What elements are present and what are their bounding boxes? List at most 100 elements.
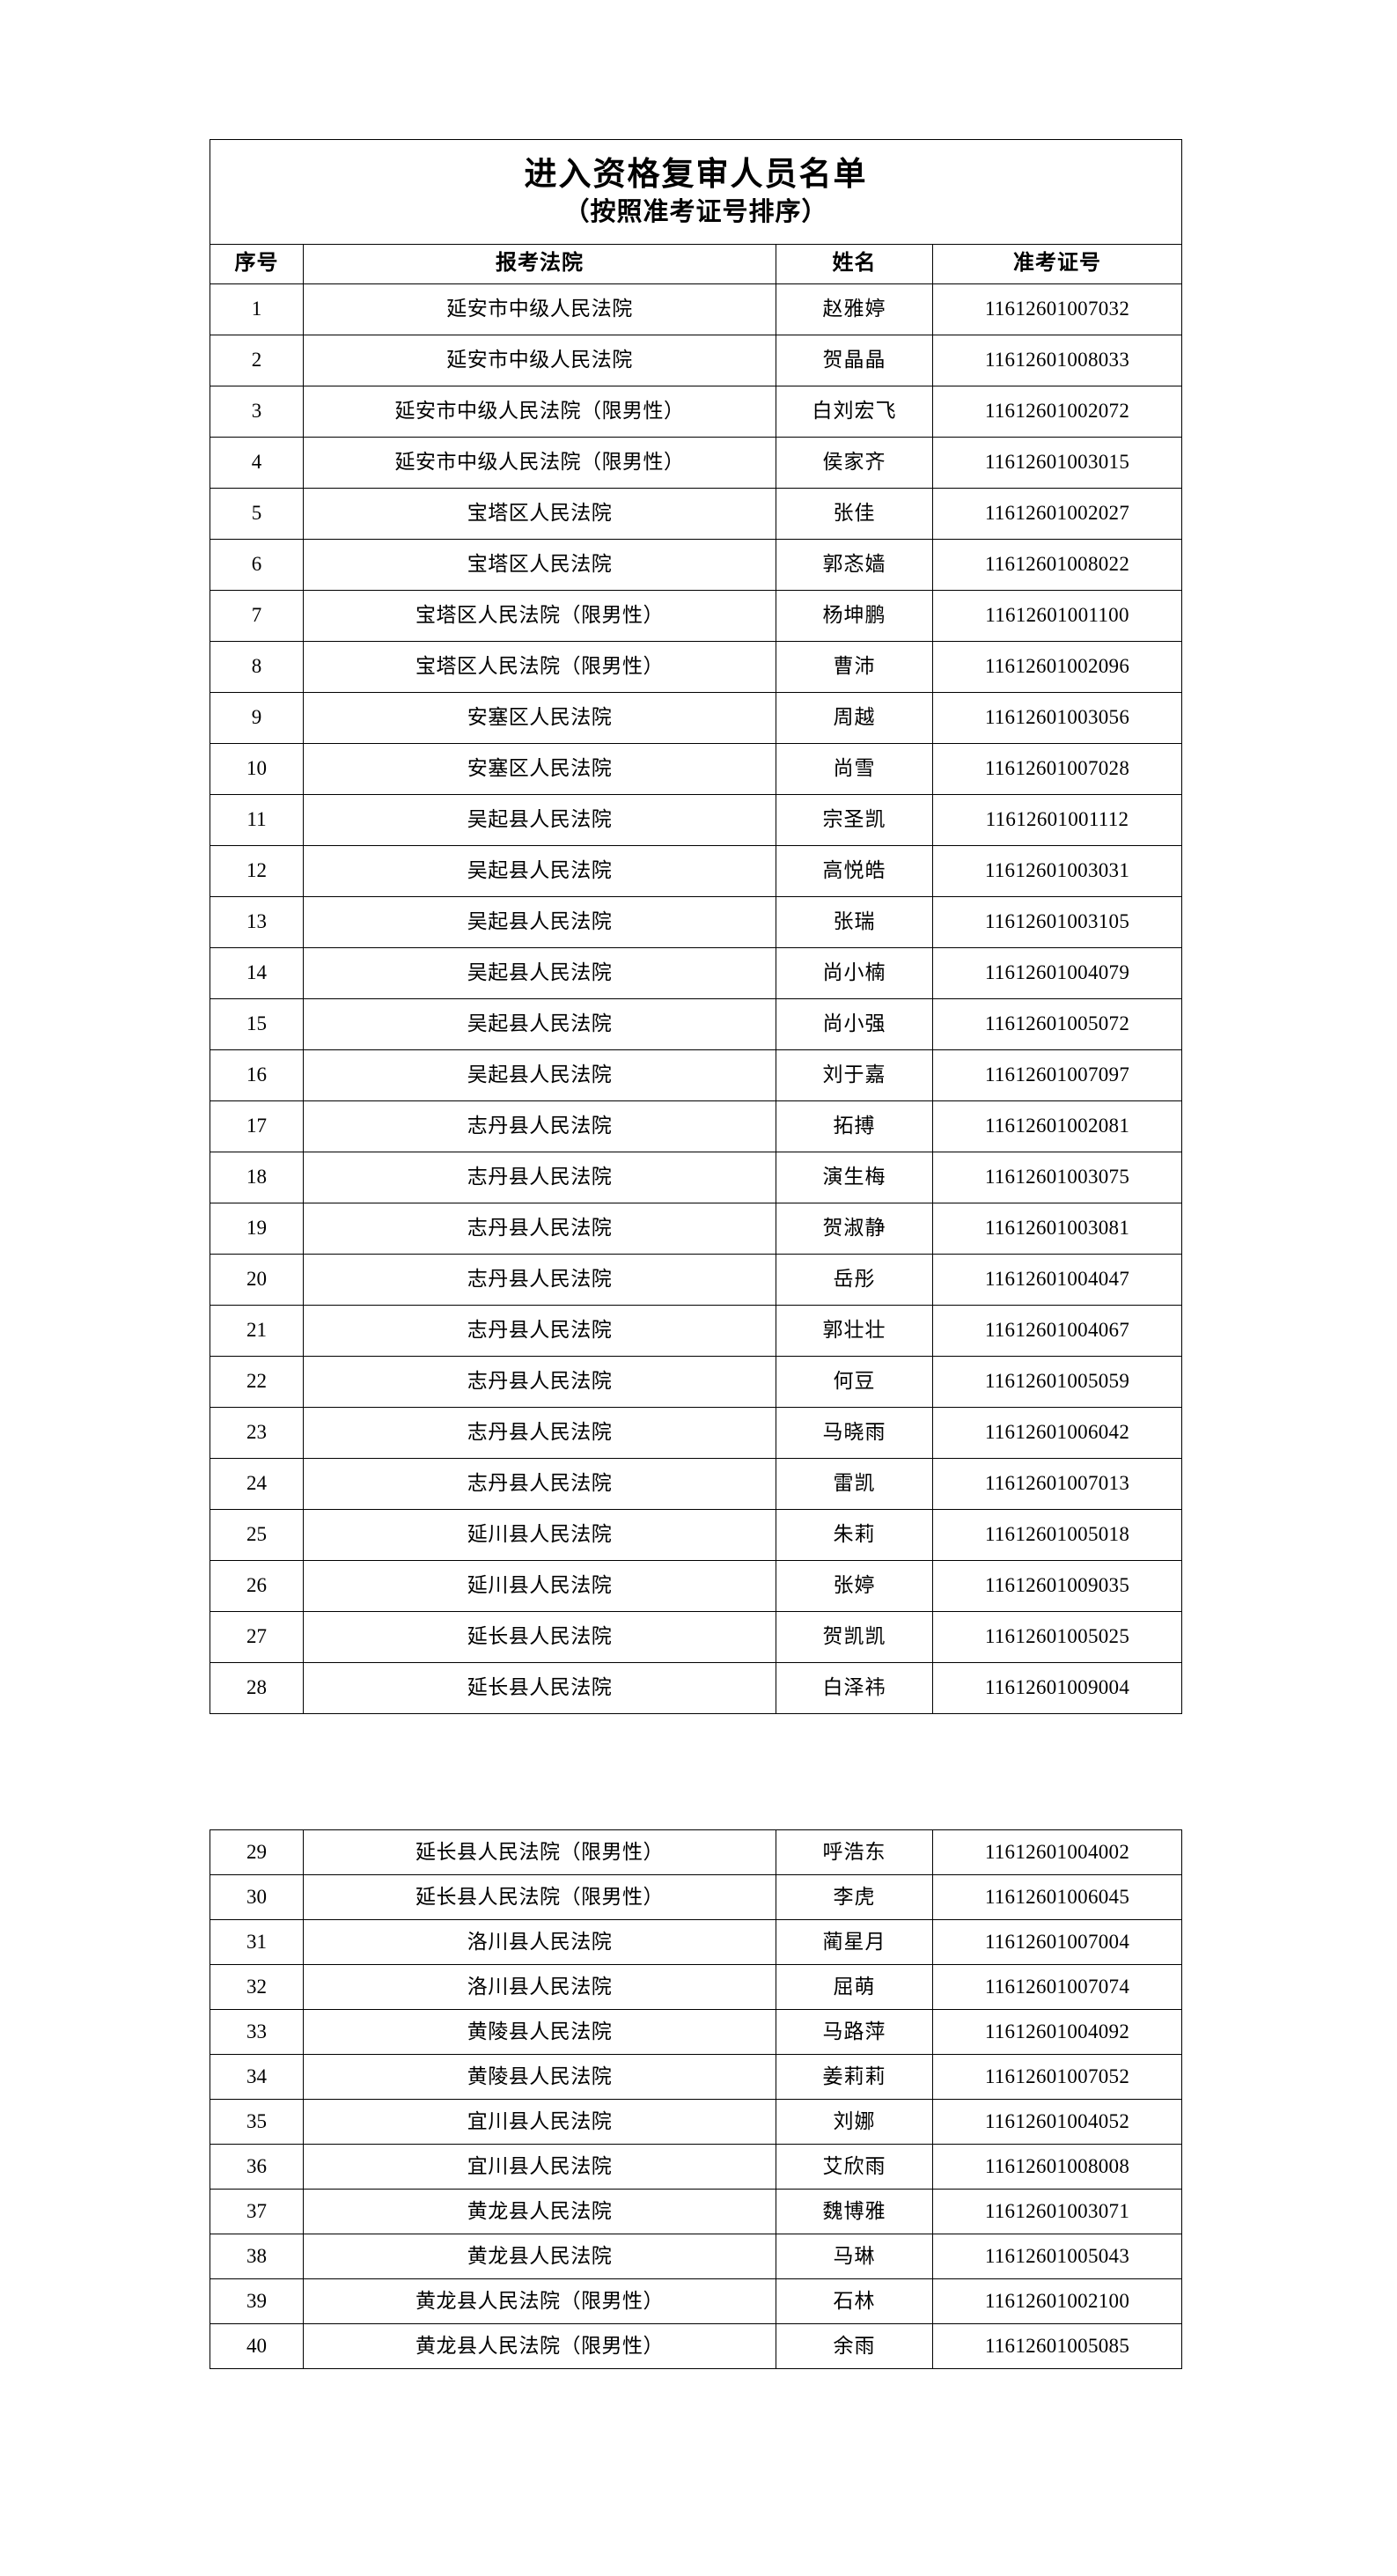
- row-ticket: 11612601004079: [932, 947, 1182, 999]
- row-ticket: 11612601002081: [932, 1100, 1182, 1152]
- row-ticket: 11612601005043: [932, 2234, 1182, 2279]
- row-ticket: 11612601004047: [932, 1254, 1182, 1306]
- row-name: 侯家齐: [776, 437, 933, 489]
- row-court: 洛川县人民法院: [303, 1919, 776, 1965]
- row-ticket: 11612601002100: [932, 2278, 1182, 2324]
- table-row: 32 洛川县人民法院 屈萌 11612601007074: [210, 1964, 1182, 2010]
- row-index: 32: [210, 1964, 304, 2010]
- row-name: 周越: [776, 692, 933, 744]
- row-name: 尚小楠: [776, 947, 933, 999]
- row-name: 宗圣凯: [776, 794, 933, 846]
- table-row: 37 黄龙县人民法院 魏博雅 11612601003071: [210, 2189, 1182, 2234]
- row-court: 洛川县人民法院: [303, 1964, 776, 2010]
- row-name: 雷凯: [776, 1458, 933, 1510]
- page-title: 进入资格复审人员名单: [524, 156, 868, 193]
- table-row: 14 吴起县人民法院 尚小楠 11612601004079: [210, 947, 1182, 999]
- table-row: 1 延安市中级人民法院 赵雅婷 11612601007032: [210, 283, 1182, 335]
- title-cell: 进入资格复审人员名单 （按照准考证号排序）: [210, 139, 1182, 245]
- row-court: 吴起县人民法院: [303, 794, 776, 846]
- row-court: 志丹县人民法院: [303, 1100, 776, 1152]
- column-header-ticket: 准考证号: [932, 244, 1182, 284]
- table-row: 22 志丹县人民法院 何豆 11612601005059: [210, 1356, 1182, 1408]
- row-ticket: 11612601002072: [932, 386, 1182, 438]
- row-index: 21: [210, 1305, 304, 1357]
- row-ticket: 11612601004092: [932, 2009, 1182, 2055]
- row-court: 宝塔区人民法院（限男性）: [303, 641, 776, 693]
- row-court: 吴起县人民法院: [303, 1049, 776, 1101]
- row-court: 宝塔区人民法院: [303, 488, 776, 540]
- row-index: 30: [210, 1874, 304, 1920]
- row-index: 28: [210, 1662, 304, 1714]
- table-body-part-2: 29 延长县人民法院（限男性） 呼浩东 11612601004002 30 延长县人民法院…: [210, 1829, 1182, 2369]
- row-ticket: 11612601003031: [932, 845, 1182, 897]
- row-name: 蔺星月: [776, 1919, 933, 1965]
- row-index: 31: [210, 1919, 304, 1965]
- row-index: 1: [210, 283, 304, 335]
- row-court: 宜川县人民法院: [303, 2144, 776, 2190]
- row-ticket: 11612601003105: [932, 896, 1182, 948]
- row-name: 余雨: [776, 2323, 933, 2369]
- row-ticket: 11612601005059: [932, 1356, 1182, 1408]
- table-row: 26 延川县人民法院 张婷 11612601009035: [210, 1560, 1182, 1612]
- page-subtitle: （按照准考证号排序）: [563, 198, 828, 227]
- row-ticket: 11612601008033: [932, 335, 1182, 386]
- table-row: 9 安塞区人民法院 周越 11612601003056: [210, 692, 1182, 744]
- row-index: 13: [210, 896, 304, 948]
- row-index: 36: [210, 2144, 304, 2190]
- row-ticket: 11612601001112: [932, 794, 1182, 846]
- row-court: 黄龙县人民法院: [303, 2189, 776, 2234]
- table-row: 23 志丹县人民法院 马晓雨 11612601006042: [210, 1407, 1182, 1459]
- table-row: 7 宝塔区人民法院（限男性） 杨坤鹏 11612601001100: [210, 590, 1182, 642]
- row-index: 17: [210, 1100, 304, 1152]
- table-row: 29 延长县人民法院（限男性） 呼浩东 11612601004002: [210, 1829, 1182, 1875]
- row-index: 4: [210, 437, 304, 489]
- row-name: 朱莉: [776, 1509, 933, 1561]
- row-index: 9: [210, 692, 304, 744]
- row-index: 15: [210, 998, 304, 1050]
- row-court: 延川县人民法院: [303, 1560, 776, 1612]
- row-index: 40: [210, 2323, 304, 2369]
- row-name: 呼浩东: [776, 1829, 933, 1875]
- row-court: 延川县人民法院: [303, 1509, 776, 1561]
- table-row: 30 延长县人民法院（限男性） 李虎 11612601006045: [210, 1874, 1182, 1920]
- row-index: 8: [210, 641, 304, 693]
- row-ticket: 11612601004052: [932, 2099, 1182, 2145]
- row-ticket: 11612601005018: [932, 1509, 1182, 1561]
- row-name: 艾欣雨: [776, 2144, 933, 2190]
- table-header-row: 序号 报考法院 姓名 准考证号: [210, 244, 1182, 284]
- row-court: 志丹县人民法院: [303, 1356, 776, 1408]
- table-row: 36 宜川县人民法院 艾欣雨 11612601008008: [210, 2144, 1182, 2190]
- row-name: 郭忞嫱: [776, 539, 933, 591]
- row-ticket: 11612601009035: [932, 1560, 1182, 1612]
- title-row: 进入资格复审人员名单 （按照准考证号排序）: [210, 139, 1182, 245]
- row-name: 高悦皓: [776, 845, 933, 897]
- row-index: 29: [210, 1829, 304, 1875]
- row-court: 志丹县人民法院: [303, 1305, 776, 1357]
- table-row: 15 吴起县人民法院 尚小强 11612601005072: [210, 998, 1182, 1050]
- table-row: 21 志丹县人民法院 郭壮壮 11612601004067: [210, 1305, 1182, 1357]
- row-ticket: 11612601007032: [932, 283, 1182, 335]
- table-row: 33 黄陵县人民法院 马路萍 11612601004092: [210, 2009, 1182, 2055]
- table-row: 11 吴起县人民法院 宗圣凯 11612601001112: [210, 794, 1182, 846]
- row-ticket: 11612601005072: [932, 998, 1182, 1050]
- row-ticket: 11612601008022: [932, 539, 1182, 591]
- row-name: 贺淑静: [776, 1203, 933, 1255]
- row-name: 贺晶晶: [776, 335, 933, 386]
- table-row: 3 延安市中级人民法院（限男性） 白刘宏飞 11612601002072: [210, 386, 1182, 438]
- row-court: 延安市中级人民法院: [303, 335, 776, 386]
- row-ticket: 11612601007097: [932, 1049, 1182, 1101]
- row-court: 延安市中级人民法院: [303, 283, 776, 335]
- row-index: 27: [210, 1611, 304, 1663]
- row-name: 贺凯凯: [776, 1611, 933, 1663]
- row-name: 白刘宏飞: [776, 386, 933, 438]
- row-index: 34: [210, 2054, 304, 2100]
- row-index: 37: [210, 2189, 304, 2234]
- row-index: 12: [210, 845, 304, 897]
- row-ticket: 11612601005085: [932, 2323, 1182, 2369]
- row-ticket: 11612601007013: [932, 1458, 1182, 1510]
- row-name: 拓搏: [776, 1100, 933, 1152]
- row-court: 延安市中级人民法院（限男性）: [303, 437, 776, 489]
- row-ticket: 11612601003015: [932, 437, 1182, 489]
- row-court: 黄陵县人民法院: [303, 2054, 776, 2100]
- row-court: 黄龙县人民法院（限男性）: [303, 2323, 776, 2369]
